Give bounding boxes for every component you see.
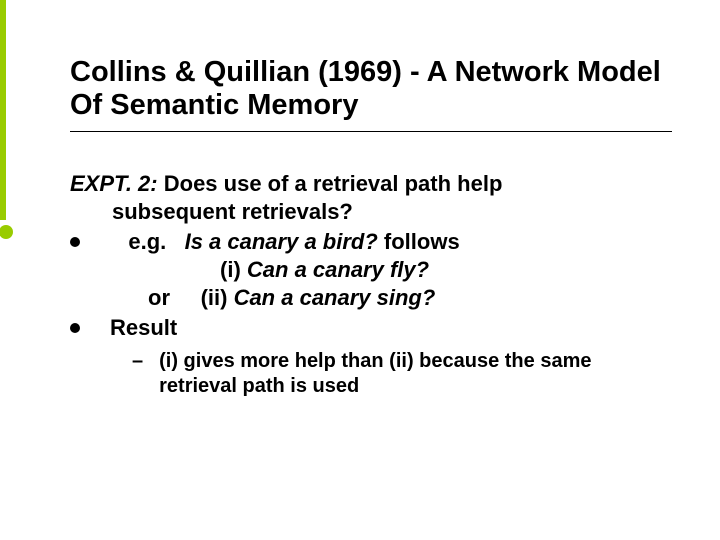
option-ii-row: or (ii) Can a canary sing? [148,284,672,312]
slide-body: EXPT. 2: Does use of a retrieval path he… [70,170,672,400]
bullet-icon [70,237,80,247]
eg-follows: follows [378,229,460,254]
bullet-item-result: Result [70,314,672,342]
option-i: (i) Can a canary fly? [220,256,672,284]
option-ii-q: Can a canary sing? [234,285,436,310]
eg-block: e.g. Is a canary a bird? follows [110,228,460,256]
expt-heading-cont: subsequent retrievals? [112,198,672,226]
or-label: or [148,285,170,310]
option-i-label: (i) [220,257,247,282]
dash-icon: – [132,349,143,375]
sub-text: (i) gives more help than (ii) because th… [159,349,672,400]
accent-bar [0,0,6,220]
title-underline [70,131,672,132]
bullet-icon [70,323,80,333]
option-i-q: Can a canary fly? [247,257,429,282]
accent-dot [0,225,13,239]
slide-title: Collins & Quillian (1969) - A Network Mo… [70,56,672,123]
eg-label: e.g. [128,229,166,254]
expt-heading: EXPT. 2: Does use of a retrieval path he… [70,170,672,198]
expt-text-1: Does use of a retrieval path help [158,171,503,196]
result-label: Result [110,314,177,342]
slide: Collins & Quillian (1969) - A Network Mo… [0,0,720,540]
option-ii-label: (ii) [201,285,234,310]
bullet-item-eg: e.g. Is a canary a bird? follows [70,228,672,256]
sub-bullet: – (i) gives more help than (ii) because … [132,349,672,400]
eg-question: Is a canary a bird? [185,229,378,254]
expt-label: EXPT. 2: [70,171,158,196]
